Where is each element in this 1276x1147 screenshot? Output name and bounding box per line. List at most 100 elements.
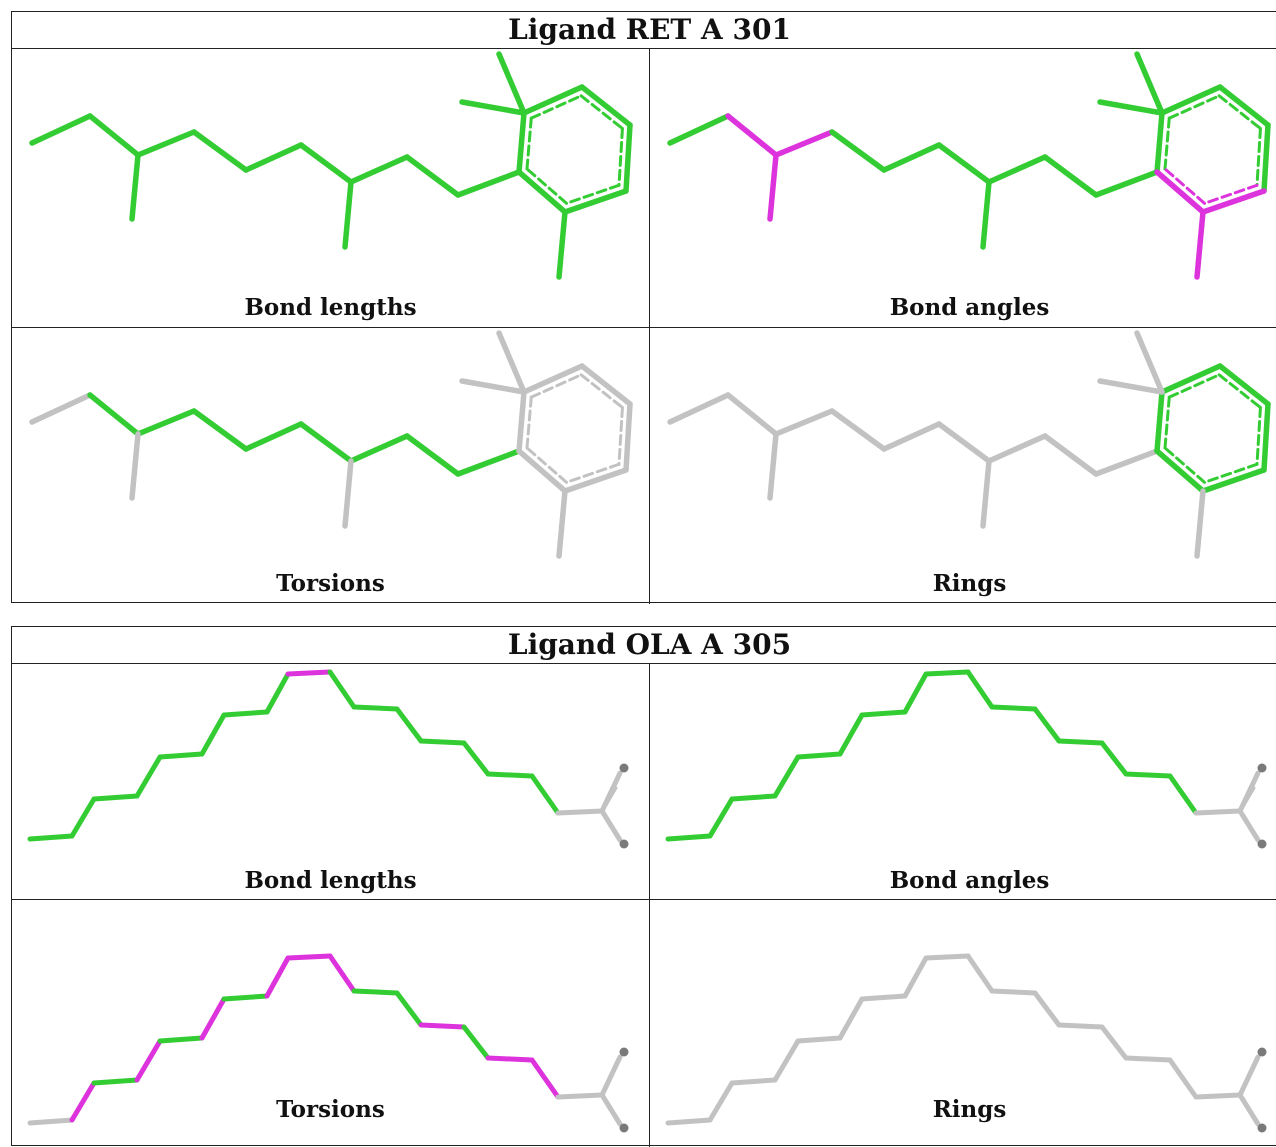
bond-line <box>135 129 197 158</box>
bond-line <box>404 433 461 477</box>
bond-line <box>556 488 568 559</box>
molecule-ret-bond-lengths <box>29 51 633 280</box>
bond-line <box>342 179 354 250</box>
bond-line <box>767 431 779 501</box>
oxygen-atom <box>619 1123 629 1133</box>
bond-line <box>902 671 929 715</box>
bond-line <box>1255 406 1262 466</box>
bond-line <box>980 458 992 529</box>
bond-line <box>665 833 713 842</box>
bond-line <box>579 94 624 130</box>
bond-line <box>837 712 865 757</box>
bond-line <box>729 793 778 802</box>
bond-line <box>1163 167 1207 205</box>
bond-line <box>1163 446 1207 484</box>
oxygen-atom <box>1257 763 1267 773</box>
bond-line <box>1217 94 1262 130</box>
bond-line <box>707 1080 735 1123</box>
panel-torsions: Torsions <box>12 328 649 603</box>
molecule-ret-torsions <box>29 330 633 559</box>
bond-line <box>579 373 624 409</box>
bond-line <box>1032 706 1062 744</box>
bond-line <box>459 99 527 116</box>
bond-line <box>516 448 568 494</box>
bond-line <box>1097 99 1165 116</box>
bond-line <box>87 392 141 437</box>
bond-line <box>404 154 461 198</box>
bond-line <box>555 808 605 816</box>
bond-line <box>1032 990 1062 1028</box>
bond-line <box>1203 462 1259 484</box>
bond-line <box>773 129 835 158</box>
bond-line <box>529 773 561 816</box>
bond-line <box>525 116 533 171</box>
ligand-table-ola: Ligand OLA A 305 Bond lengths Bond angle… <box>11 626 1276 1147</box>
panel-caption: Rings <box>932 1096 1007 1123</box>
bond-line <box>455 448 522 477</box>
bond-line <box>1194 488 1206 559</box>
bond-line <box>617 406 624 466</box>
bond-line <box>859 993 908 1002</box>
panel-torsions: Torsions <box>12 900 649 1147</box>
bond-line <box>516 169 568 215</box>
bond-line <box>881 142 942 173</box>
bond-line <box>394 990 424 1028</box>
bond-line <box>69 796 97 839</box>
bond-line <box>1134 51 1165 116</box>
panel-bond-angles: Bond angles <box>650 664 1276 899</box>
bond-line <box>859 709 908 718</box>
bond-line <box>69 1080 97 1123</box>
bond-line <box>134 1038 163 1083</box>
bond-line <box>1193 808 1243 816</box>
bond-line <box>27 833 75 842</box>
bond-line <box>327 669 357 710</box>
panel-caption: Torsions <box>276 1096 385 1123</box>
bond-line <box>1193 1092 1243 1100</box>
bond-line <box>1154 448 1206 494</box>
bond-line <box>459 378 527 395</box>
bond-line <box>91 793 140 802</box>
bond-line <box>579 84 633 128</box>
bond-line <box>516 389 527 454</box>
panel-caption: Bond lengths <box>244 867 417 894</box>
bond-line <box>923 953 971 961</box>
bond-line <box>795 1035 843 1044</box>
bond-line <box>986 433 1048 464</box>
bond-line <box>191 408 249 452</box>
bond-line <box>579 363 633 407</box>
bond-line <box>199 712 227 757</box>
bond-line <box>1194 209 1206 280</box>
bond-line <box>327 953 357 994</box>
oxygen-atom <box>1257 839 1267 849</box>
bond-line <box>157 751 205 760</box>
bond-line <box>729 1077 778 1086</box>
bond-line <box>829 408 887 452</box>
oxygen-atom <box>619 839 629 849</box>
bond-line <box>394 706 424 744</box>
bond-line <box>29 113 93 146</box>
bond-line <box>623 401 633 473</box>
bond-line <box>562 467 629 494</box>
bond-line <box>1167 94 1221 120</box>
bond-line <box>902 955 929 999</box>
bond-line <box>129 152 141 222</box>
bond-line <box>1093 169 1160 198</box>
bond-line <box>980 179 992 250</box>
bond-line <box>348 433 410 464</box>
bond-line <box>525 446 569 484</box>
bond-line <box>1159 363 1223 395</box>
bond-line <box>351 988 400 996</box>
panel-rings: Rings <box>650 900 1276 1147</box>
bond-line <box>1134 330 1165 395</box>
bond-line <box>1255 127 1262 187</box>
bond-line <box>667 392 731 425</box>
bond-line <box>725 113 779 158</box>
bond-line <box>1237 808 1261 843</box>
bond-line <box>1261 401 1271 473</box>
oxygen-atom <box>619 1047 629 1057</box>
bond-line <box>1099 740 1129 777</box>
bond-line <box>965 953 995 994</box>
bond-line <box>342 458 354 529</box>
bond-line <box>562 188 629 215</box>
bond-line <box>521 363 585 395</box>
